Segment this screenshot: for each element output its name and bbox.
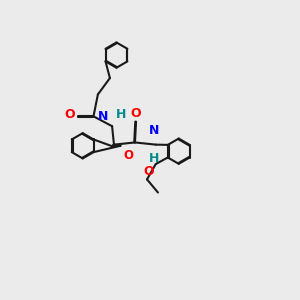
Text: N: N	[98, 110, 108, 123]
Text: O: O	[131, 106, 141, 120]
Text: O: O	[124, 149, 134, 162]
Text: O: O	[144, 165, 154, 178]
Text: N: N	[148, 124, 159, 137]
Text: O: O	[64, 108, 75, 121]
Text: H: H	[116, 108, 127, 121]
Text: H: H	[148, 152, 159, 165]
